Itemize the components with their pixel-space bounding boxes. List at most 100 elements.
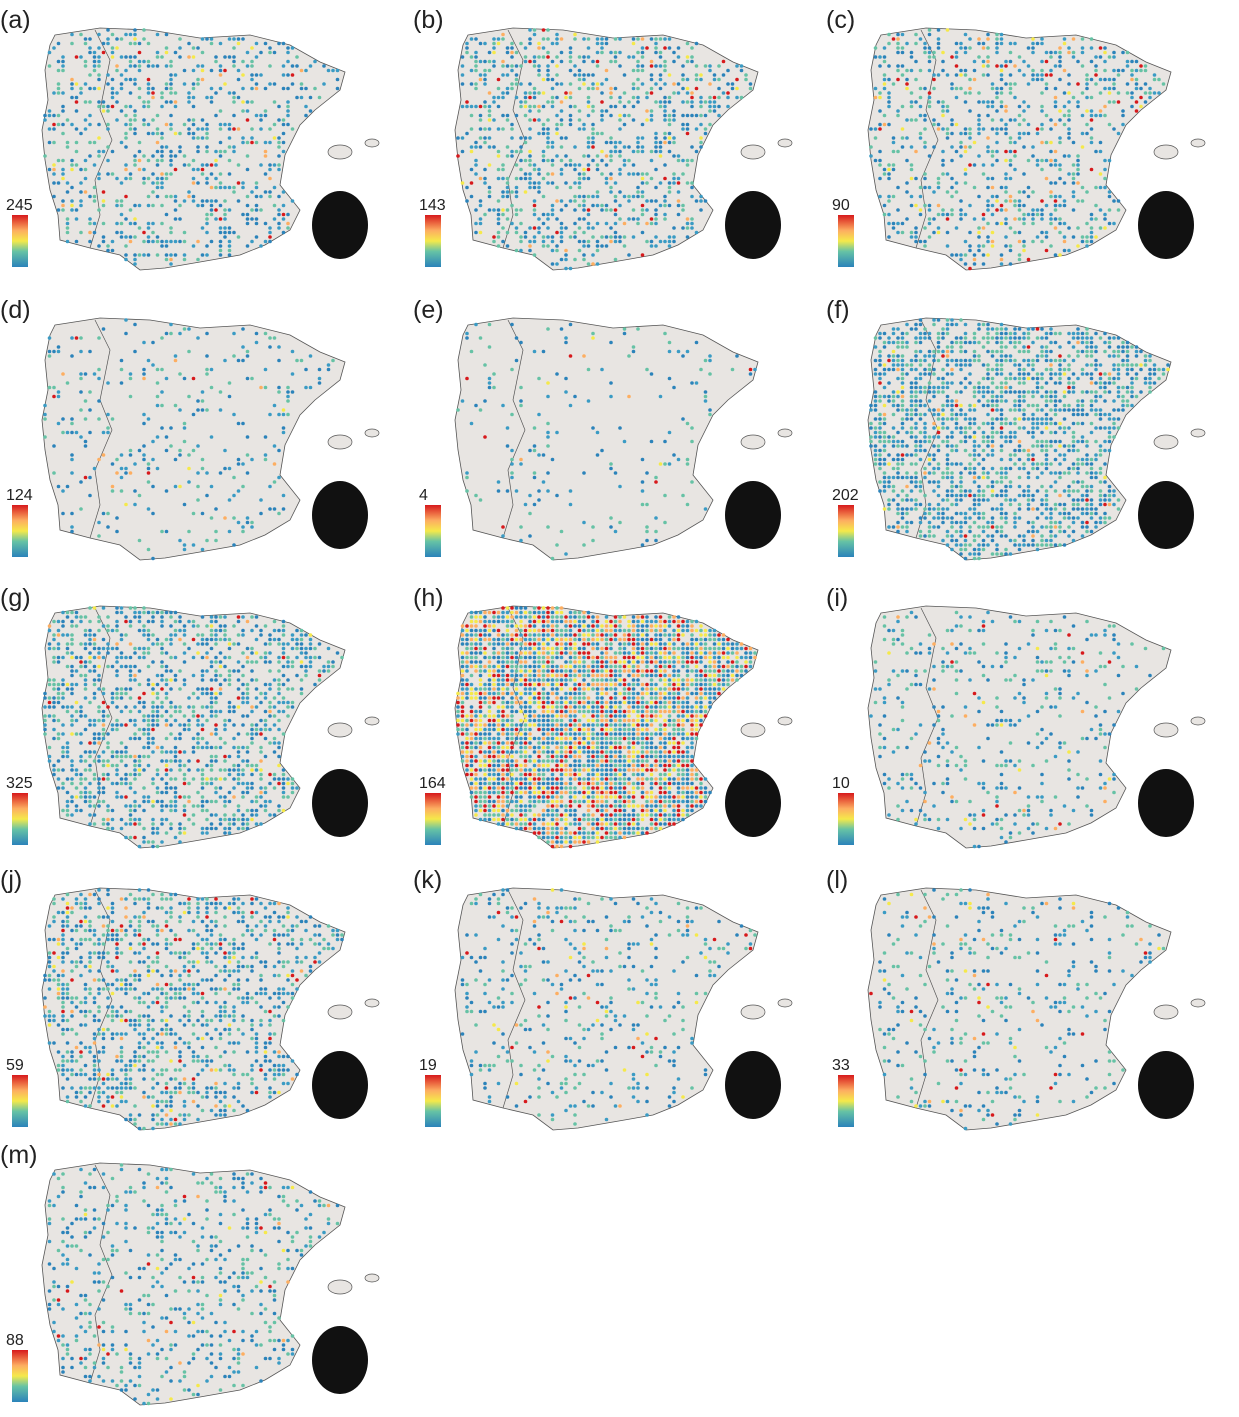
occurrence-dot [74, 127, 79, 131]
occurrence-dot [1026, 471, 1031, 475]
occurrence-dot [546, 64, 550, 68]
occurrence-dot [277, 136, 281, 140]
occurrence-dot [1031, 534, 1035, 538]
occurrence-dot [878, 64, 882, 68]
occurrence-dot [142, 340, 146, 345]
occurrence-dot [927, 235, 932, 239]
occurrence-dot [218, 203, 223, 208]
occurrence-dot [478, 104, 483, 109]
occurrence-dot [663, 104, 667, 109]
occurrence-dot [97, 154, 101, 158]
occurrence-dot [878, 358, 882, 363]
occurrence-dot [1013, 217, 1017, 221]
occurrence-dot [56, 759, 61, 763]
occurrence-dot [577, 176, 582, 181]
occurrence-dot [155, 131, 160, 136]
occurrence-dot [97, 100, 101, 104]
occurrence-dot [990, 376, 995, 381]
occurrence-dot [88, 822, 92, 826]
occurrence-dot [555, 113, 559, 118]
occurrence-dot [196, 239, 200, 244]
occurrence-dot [963, 385, 968, 390]
occurrence-dot [950, 493, 954, 498]
occurrence-dot [878, 489, 882, 493]
occurrence-dot [927, 520, 932, 525]
occurrence-dot [685, 181, 690, 185]
occurrence-dot [909, 426, 914, 430]
occurrence-dot [977, 399, 981, 403]
occurrence-dot [286, 86, 290, 91]
occurrence-dot [496, 217, 501, 221]
occurrence-dot [169, 226, 173, 230]
occurrence-dot [61, 705, 65, 709]
occurrence-dot [685, 55, 690, 59]
occurrence-dot [918, 95, 923, 100]
occurrence-dot [74, 55, 79, 59]
occurrence-dot [954, 529, 959, 534]
occurrence-dot [1031, 520, 1035, 525]
occurrence-dot [927, 399, 932, 403]
occurrence-dot [510, 55, 514, 59]
occurrence-dot [909, 358, 914, 363]
occurrence-dot [654, 516, 658, 520]
occurrence-dot [106, 41, 110, 46]
occurrence-dot [878, 457, 882, 462]
occurrence-dot [218, 149, 223, 154]
occurrence-dot [573, 230, 577, 235]
occurrence-dot [133, 64, 137, 68]
occurrence-dot [1089, 46, 1094, 50]
occurrence-dot [65, 804, 70, 808]
occurrence-dot [649, 217, 654, 221]
occurrence-dot [277, 41, 281, 46]
occurrence-dot [88, 221, 92, 226]
occurrence-dot [900, 403, 905, 408]
occurrence-dot [97, 759, 101, 763]
occurrence-dot [568, 235, 573, 239]
occurrence-dot [65, 813, 70, 817]
occurrence-dot [236, 163, 241, 167]
occurrence-dot [465, 46, 469, 50]
occurrence-dot [191, 194, 196, 199]
occurrence-dot [313, 59, 317, 64]
occurrence-dot [667, 140, 672, 145]
occurrence-dot [1080, 525, 1085, 529]
occurrence-dot [631, 235, 636, 239]
occurrence-dot [1071, 439, 1076, 444]
occurrence-dot [1040, 525, 1044, 529]
occurrence-dot [1013, 448, 1017, 453]
occurrence-dot [950, 212, 954, 217]
occurrence-dot [900, 363, 905, 367]
taxon-silhouette [1138, 481, 1194, 549]
occurrence-dot [690, 221, 694, 226]
occurrence-dot [986, 484, 990, 489]
occurrence-dot [627, 113, 631, 118]
occurrence-dot [79, 408, 83, 412]
occurrence-dot [986, 185, 990, 190]
occurrence-dot [1022, 203, 1026, 208]
occurrence-dot [151, 131, 155, 136]
occurrence-dot [1008, 248, 1013, 253]
occurrence-dot [52, 633, 56, 637]
occurrence-dot [559, 100, 564, 104]
occurrence-dot [1085, 239, 1089, 244]
occurrence-dot [977, 41, 981, 46]
occurrence-dot [1026, 457, 1031, 462]
island [740, 144, 766, 160]
occurrence-dot [977, 390, 981, 394]
occurrence-dot [972, 336, 977, 340]
occurrence-dot [672, 91, 676, 95]
occurrence-dot [896, 41, 900, 46]
occurrence-dot [200, 50, 205, 55]
occurrence-dot [1013, 498, 1017, 502]
occurrence-dot [101, 723, 106, 727]
occurrence-dot [272, 507, 277, 511]
occurrence-dot [110, 91, 115, 95]
occurrence-dot [959, 552, 963, 556]
occurrence-dot [1026, 212, 1031, 217]
occurrence-dot [618, 520, 622, 525]
occurrence-dot [88, 408, 92, 412]
occurrence-dot [65, 754, 70, 759]
occurrence-dot [79, 615, 83, 619]
occurrence-dot [541, 104, 546, 109]
occurrence-dot [1062, 453, 1067, 457]
